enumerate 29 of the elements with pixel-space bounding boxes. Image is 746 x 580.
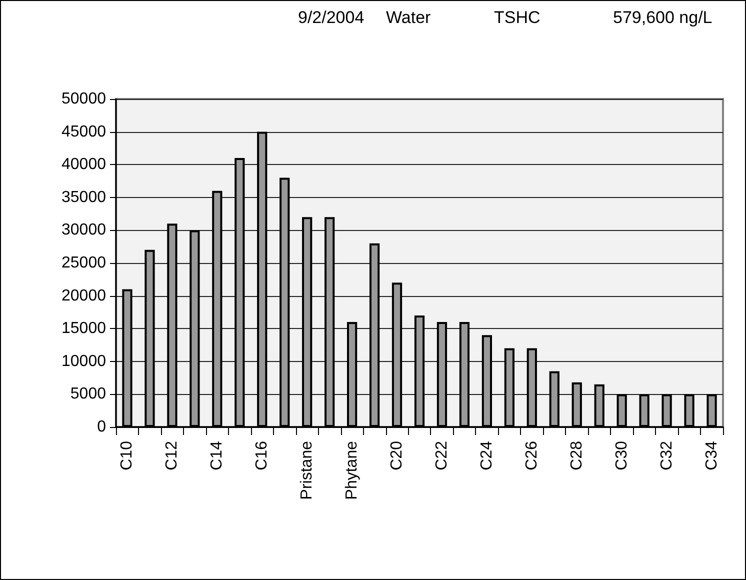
x-tick-label: Pristane: [298, 440, 316, 500]
x-tick-label: C30: [613, 440, 630, 470]
y-tick-label: 15000: [62, 320, 106, 338]
y-tick-label: 10000: [62, 352, 106, 370]
y-tick-label: 25000: [62, 254, 106, 272]
y-tick-label: 20000: [62, 287, 106, 304]
x-tick-label: C16: [254, 440, 271, 470]
text: TSHC: [494, 8, 540, 27]
y-tick-label: 40000: [62, 156, 106, 174]
y-tick-label: 35000: [62, 188, 106, 206]
y-tick-label: 45000: [62, 123, 106, 140]
x-tick-label: C22: [433, 440, 450, 470]
x-tick-label: C24: [478, 440, 496, 470]
x-tick-label: C14: [208, 440, 226, 470]
text: 579,600 ng/L: [613, 8, 712, 27]
x-tick-label: C10: [118, 440, 136, 470]
x-tick-label: Phytane: [344, 440, 361, 500]
y-tick-label: 5000: [70, 386, 106, 403]
text: 9/2/2004: [298, 8, 364, 27]
x-tick-label: C28: [568, 440, 586, 470]
text: Water: [386, 8, 432, 27]
y-tick-label: 0: [97, 418, 106, 436]
x-tick-label: C32: [658, 440, 676, 470]
y-tick-label: 30000: [62, 222, 106, 239]
x-tick-label: C20: [388, 440, 406, 470]
x-tick-label: C26: [523, 440, 540, 470]
x-tick-label: C34: [703, 440, 720, 470]
y-tick-label: 50000: [62, 90, 106, 108]
x-tick-label: C12: [164, 440, 181, 470]
